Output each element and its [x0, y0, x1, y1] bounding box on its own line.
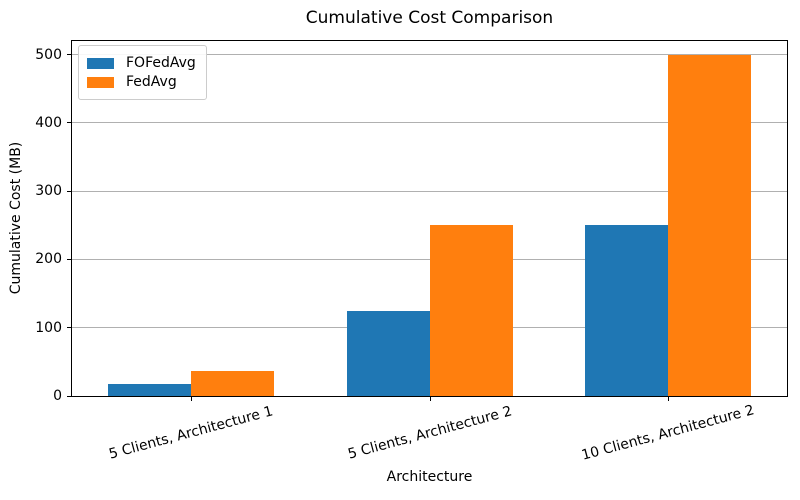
x-tick-mark [191, 397, 192, 401]
chart-title: Cumulative Cost Comparison [305, 8, 554, 28]
y-tick-label-200: 200 [35, 251, 62, 268]
y-tick-label-0: 0 [53, 388, 62, 404]
x-axis-label: Architecture [386, 469, 473, 485]
x-tick-mark [668, 397, 669, 401]
x-tick-label-0: 5 Clients, Architecture 1 [107, 403, 275, 463]
gridline-y500 [72, 54, 787, 56]
bar-FOFedAvg-2 [585, 225, 668, 396]
plot-area: FOFedAvg FedAvg [71, 40, 788, 397]
legend-item-FedAvg: FedAvg [87, 74, 196, 90]
y-tick-label-500: 500 [35, 46, 62, 63]
bar-FedAvg-2 [668, 55, 751, 396]
gridline-y200 [72, 258, 787, 260]
x-tick-mark [430, 397, 431, 401]
legend-item-FOFedAvg: FOFedAvg [87, 55, 196, 71]
gridline-y400 [72, 122, 787, 124]
y-tick-mark [67, 327, 71, 329]
y-tick-mark [67, 54, 71, 56]
legend-label: FedAvg [126, 74, 177, 90]
legend: FOFedAvg FedAvg [78, 45, 207, 100]
legend-swatch-icon [87, 57, 114, 69]
y-tick-mark [67, 122, 71, 124]
bar-FedAvg-1 [430, 225, 513, 396]
y-tick-label-100: 100 [35, 319, 62, 336]
legend-swatch-icon [87, 76, 114, 88]
y-tick-label-400: 400 [35, 114, 62, 131]
y-axis-label: Cumulative Cost (MB) [8, 141, 24, 295]
bar-FOFedAvg-1 [347, 311, 430, 396]
y-tick-mark [67, 190, 71, 192]
y-tick-mark [67, 395, 71, 397]
x-tick-label-1: 5 Clients, Architecture 2 [346, 403, 514, 463]
y-tick-mark [67, 258, 71, 260]
x-tick-label-2: 10 Clients, Architecture 2 [579, 402, 757, 464]
y-tick-label-300: 300 [35, 183, 62, 200]
legend-label: FOFedAvg [126, 55, 196, 71]
gridline-y300 [72, 190, 787, 192]
bar-FOFedAvg-0 [108, 384, 191, 396]
bar-FedAvg-0 [191, 371, 274, 396]
